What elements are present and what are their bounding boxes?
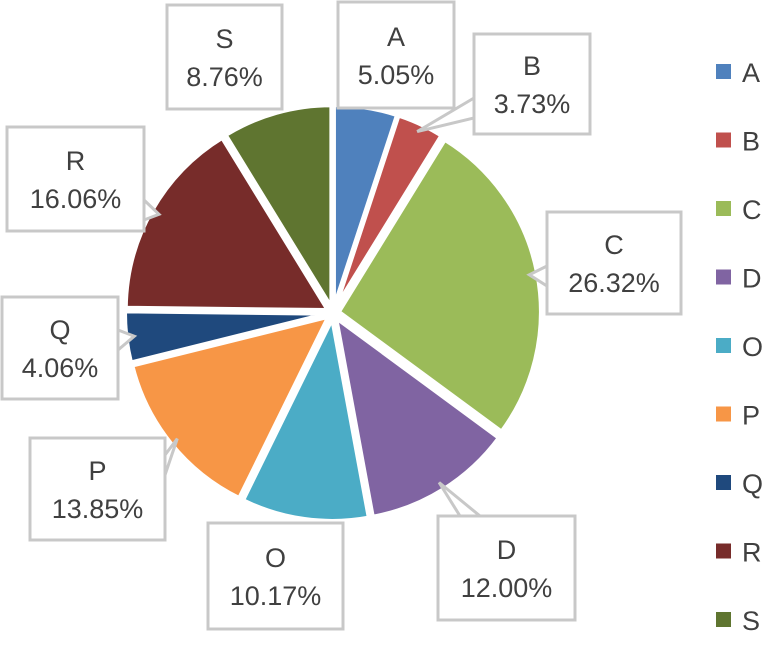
legend-swatch (716, 132, 731, 148)
data-label-category: R (66, 146, 86, 176)
callout-pointer (526, 263, 549, 289)
legend-swatch (716, 338, 731, 353)
legend-item-b: B (716, 127, 760, 157)
data-label-o: O 10.17% (206, 521, 345, 631)
data-label-q: Q 4.06% (0, 295, 138, 401)
data-label-category: C (604, 230, 624, 260)
legend-item-r: R (716, 538, 762, 568)
legend-item-p: P (716, 401, 760, 431)
legend: A B C D O P Q R S (716, 58, 763, 636)
callout-box (472, 32, 592, 136)
callout-box (165, 3, 284, 111)
data-label-value: 13.85% (52, 494, 144, 524)
legend-label: R (742, 538, 762, 568)
legend-item-o: O (716, 332, 763, 362)
legend-swatch (716, 201, 731, 216)
legend-label: C (742, 195, 762, 225)
legend-swatch (716, 475, 731, 490)
callout-pointer (163, 437, 179, 476)
legend-swatch (716, 612, 731, 627)
data-label-category: B (523, 51, 541, 81)
callout-box (545, 210, 683, 316)
data-label-r: R 16.06% (5, 125, 162, 233)
data-label-category: P (88, 456, 106, 486)
callout-box (436, 514, 577, 622)
legend-swatch (716, 64, 731, 79)
data-label-value: 5.05% (358, 60, 435, 90)
callout-pointer (116, 327, 138, 354)
legend-swatch (716, 269, 731, 285)
callout-box (336, 0, 456, 110)
callout-pointer (142, 196, 162, 223)
data-label-callouts: A 5.05% B 3.73% C 26.32% D 12.00% O 10.17% P 13.85%… (0, 0, 683, 631)
callout-box (5, 125, 146, 233)
callout-box (206, 521, 345, 631)
data-label-category: A (387, 22, 405, 52)
legend-swatch (716, 543, 731, 559)
data-label-value: 26.32% (568, 268, 660, 298)
legend-label: P (742, 401, 760, 431)
data-label-value: 12.00% (461, 573, 553, 603)
data-label-value: 8.76% (186, 62, 263, 92)
data-label-a: A 5.05% (336, 0, 456, 110)
legend-item-a: A (716, 58, 760, 88)
legend-label: O (742, 332, 763, 362)
legend-item-q: Q (716, 469, 763, 499)
pie-slice-b (333, 113, 445, 309)
legend-label: S (742, 606, 760, 636)
legend-label: Q (742, 469, 763, 499)
data-label-category: Q (49, 315, 70, 345)
data-label-category: D (497, 535, 517, 565)
data-label-d: D 12.00% (436, 481, 577, 622)
data-label-value: 4.06% (22, 353, 99, 383)
data-label-category: S (215, 24, 233, 54)
callout-box (0, 295, 120, 401)
data-label-category: O (265, 543, 286, 573)
data-label-value: 10.17% (230, 581, 322, 611)
legend-item-s: S (716, 606, 760, 636)
data-label-value: 3.73% (494, 89, 571, 119)
pie-slice-o (240, 312, 372, 523)
legend-item-d: D (716, 264, 762, 294)
callout-pointer (416, 95, 476, 134)
legend-label: B (742, 127, 760, 157)
data-label-value: 16.06% (30, 184, 122, 214)
pie-slice-p (129, 313, 333, 501)
data-label-b: B 3.73% (416, 32, 592, 136)
legend-item-c: C (716, 195, 762, 225)
legend-label: D (742, 264, 762, 294)
data-label-p: P 13.85% (28, 436, 179, 542)
data-label-s: S 8.76% (165, 3, 284, 111)
pie-slices (123, 103, 543, 523)
callout-pointer (437, 481, 485, 518)
pie-slice-s (222, 103, 334, 315)
callout-box (28, 436, 167, 542)
legend-swatch (716, 406, 731, 422)
data-label-c: C 26.32% (526, 210, 683, 316)
legend-label: A (742, 58, 760, 88)
